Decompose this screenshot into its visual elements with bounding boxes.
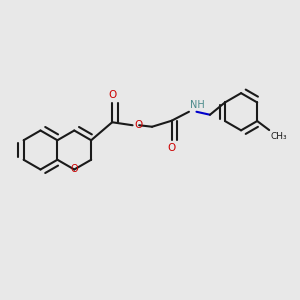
Text: O: O	[167, 143, 176, 153]
Text: CH₃: CH₃	[270, 131, 287, 140]
Text: O: O	[108, 90, 116, 100]
Text: NH: NH	[190, 100, 205, 110]
Text: O: O	[70, 164, 78, 175]
Text: O: O	[134, 120, 142, 130]
